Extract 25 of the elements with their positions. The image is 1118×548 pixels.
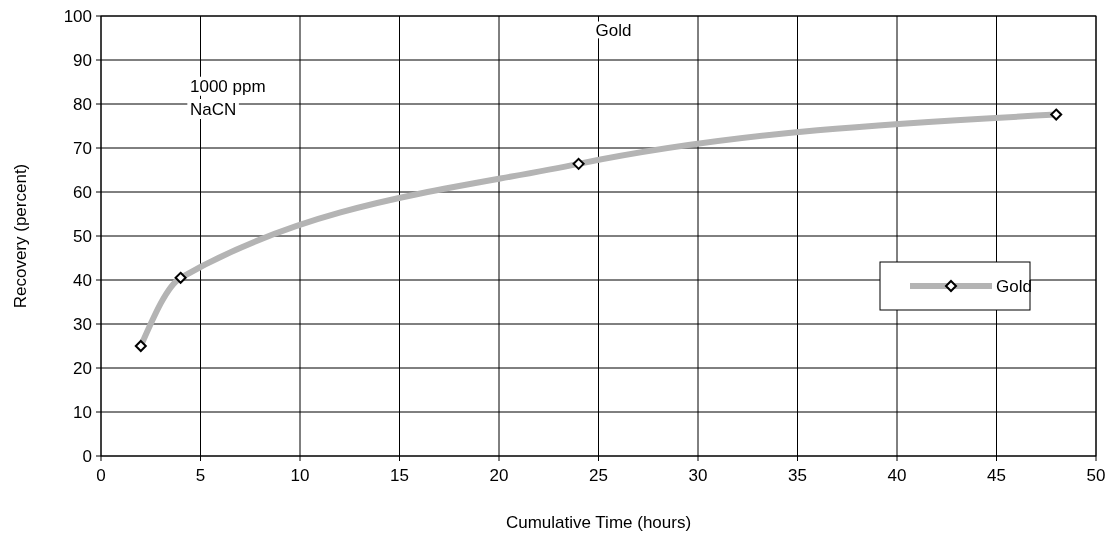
y-tick-label: 50: [73, 227, 92, 246]
x-tick-label: 35: [788, 466, 807, 485]
y-tick-label: 90: [73, 51, 92, 70]
x-tick-label: 45: [987, 466, 1006, 485]
y-tick-label: 30: [73, 315, 92, 334]
y-tick-label: 80: [73, 95, 92, 114]
y-tick-label: 60: [73, 183, 92, 202]
x-tick-label: 15: [390, 466, 409, 485]
y-tick-label: 20: [73, 359, 92, 378]
x-tick-label: 5: [195, 466, 206, 485]
x-tick-label: 20: [489, 466, 509, 485]
x-tick-label: 30: [688, 466, 708, 485]
x-tick-label: 40: [887, 466, 907, 485]
x-tick-label: 10: [290, 466, 310, 485]
y-tick-label: 10: [73, 403, 92, 422]
y-tick-label: 0: [82, 447, 92, 466]
y-axis-title: Recovery (percent): [11, 163, 30, 309]
y-tick-label: 100: [63, 7, 92, 26]
x-tick-label: 50: [1086, 466, 1106, 485]
x-axis-title: Cumulative Time (hours): [505, 513, 692, 532]
x-tick-label: 25: [589, 466, 608, 485]
y-tick-label: 70: [73, 139, 92, 158]
legend-label: Gold: [996, 277, 1032, 296]
y-tick-label: 40: [73, 271, 92, 290]
x-tick-label: 0: [96, 466, 106, 485]
